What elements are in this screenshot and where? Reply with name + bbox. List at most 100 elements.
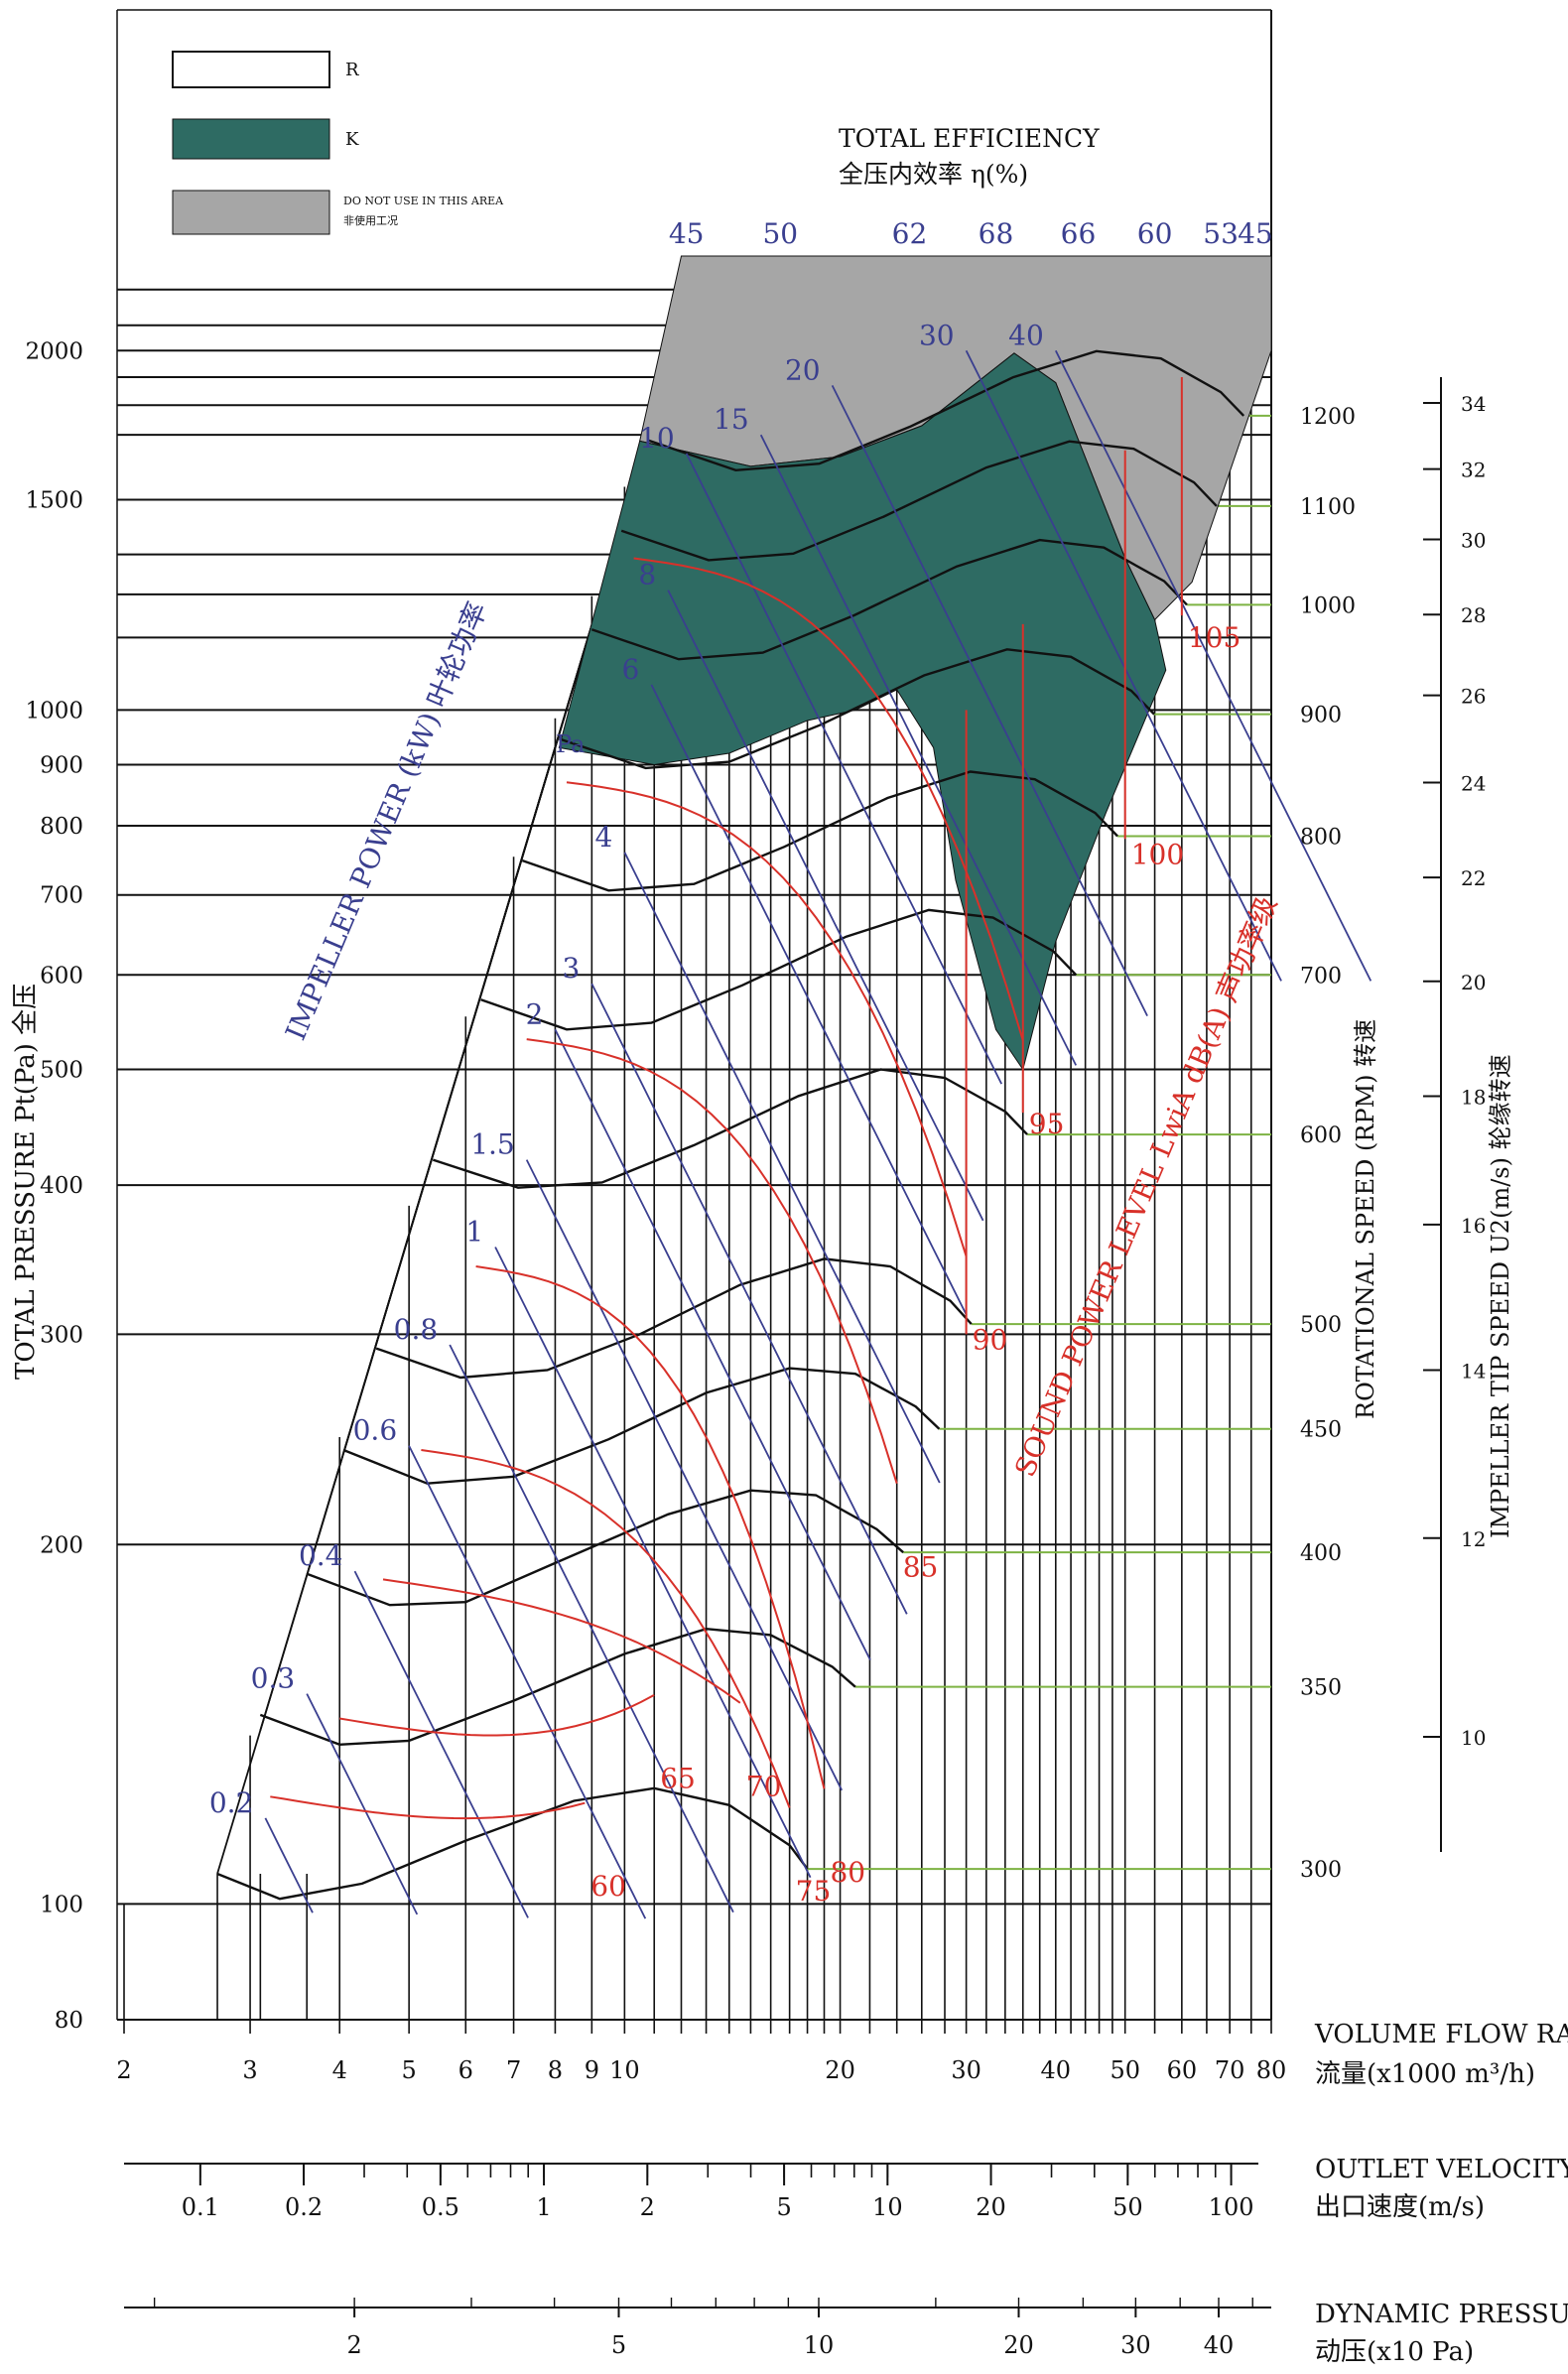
legend-label-no-use-cn: 非使用工况 xyxy=(343,214,398,227)
dynamic-pressure-tick-label: 10 xyxy=(804,2331,835,2359)
flow-tick-label: 30 xyxy=(951,2056,981,2084)
sound-power-value: 60 xyxy=(590,1870,626,1903)
tip-speed-tick-label: 12 xyxy=(1461,1527,1486,1551)
impeller-power-line xyxy=(525,1159,844,1791)
flow-tick-label: 60 xyxy=(1167,2056,1198,2084)
pressure-tick-label: 900 xyxy=(40,752,83,778)
sound-power-label: SOUND POWER LEVEL LwiA dB(A) 声功率级 xyxy=(1008,891,1283,1482)
impeller-power-value: 2 xyxy=(526,997,544,1030)
tip-speed-tick-label: 16 xyxy=(1461,1214,1486,1238)
dynamic-pressure-tick-label: 5 xyxy=(611,2331,626,2359)
sound-power-line xyxy=(382,1578,741,1704)
flow-tick-label: 7 xyxy=(506,2056,521,2084)
impeller-power-line xyxy=(408,1445,647,1919)
pressure-tick-label: 800 xyxy=(40,814,83,840)
impeller-power-value: 1 xyxy=(465,1215,483,1248)
impeller-power-line xyxy=(353,1570,529,1918)
k-operating-area xyxy=(558,352,1167,1071)
flow-tick-label: 50 xyxy=(1110,2056,1140,2084)
impeller-power-line xyxy=(449,1344,734,1913)
rpm-value-label: 600 xyxy=(1300,1123,1342,1148)
rpm-value-label: 450 xyxy=(1300,1418,1342,1443)
impeller-power-line xyxy=(306,1693,419,1915)
dynamic-pressure-label-en: DYNAMIC PRESSURE xyxy=(1315,2300,1568,2329)
impeller-power-value: 15 xyxy=(714,403,749,436)
impeller-power-line xyxy=(831,384,1148,1017)
flow-tick-label: 80 xyxy=(1256,2056,1287,2084)
sound-power-line xyxy=(633,557,1024,1041)
rpm-value-label: 800 xyxy=(1300,826,1342,851)
velocity-axis-label-en: OUTLET VELOCITY xyxy=(1315,2155,1568,2184)
velocity-tick-label: 0.5 xyxy=(422,2193,459,2221)
impeller-power-value: 6 xyxy=(622,653,640,686)
dynamic-pressure-tick-label: 30 xyxy=(1120,2331,1151,2359)
pressure-curve-600rpm xyxy=(432,1068,1028,1189)
legend-label-no-use-en: DO NOT USE IN THIS AREA xyxy=(343,195,504,207)
impeller-power-value: 3 xyxy=(563,952,581,985)
legend-label-k: K xyxy=(345,129,359,150)
tip-speed-tick-label: 26 xyxy=(1461,685,1486,709)
flow-tick-label: 2 xyxy=(116,2056,131,2084)
tip-speed-tick-label: 32 xyxy=(1461,459,1486,482)
rpm-value-label: 350 xyxy=(1300,1676,1342,1701)
sound-power-line xyxy=(270,1795,586,1820)
sound-power-value: 85 xyxy=(903,1550,939,1583)
pressure-curve-300rpm xyxy=(216,1786,809,1901)
sound-power-value: 65 xyxy=(660,1762,696,1794)
pressure-tick-label: 1000 xyxy=(25,698,83,724)
pressure-tick-label: 400 xyxy=(40,1173,83,1199)
impeller-power-line xyxy=(554,1028,871,1660)
impeller-power-value: 1.5 xyxy=(470,1128,515,1161)
flow-tick-label: 40 xyxy=(1041,2056,1072,2084)
dynamic-pressure-tick-label: 20 xyxy=(1003,2331,1034,2359)
pressure-curve-400rpm xyxy=(306,1489,904,1607)
flow-axis-label-cn: 流量(x1000 m³/h) xyxy=(1315,2059,1535,2089)
legend-swatch-no-use xyxy=(172,190,330,235)
pressure-tick-label: 200 xyxy=(40,1532,83,1558)
impeller-power-line xyxy=(494,1247,812,1879)
tip-speed-tick-label: 30 xyxy=(1461,528,1486,552)
pressure-curve-900rpm xyxy=(558,648,1155,770)
velocity-tick-label: 0.1 xyxy=(182,2193,219,2221)
impeller-power-value: 10 xyxy=(639,422,675,455)
velocity-axis-label-cn: 出口速度(m/s) xyxy=(1315,2192,1485,2222)
sound-power-line xyxy=(421,1449,791,1808)
pressure-curves xyxy=(216,349,1372,1919)
pressure-curve-350rpm xyxy=(259,1627,856,1747)
efficiency-tick-label: 62 xyxy=(892,217,928,250)
tip-speed-tick-label: 22 xyxy=(1461,866,1486,890)
impeller-power-value: 30 xyxy=(919,319,955,351)
tip-speed-tick-label: 18 xyxy=(1461,1085,1486,1109)
impeller-power-line xyxy=(650,684,968,1316)
pressure-curve-800rpm xyxy=(522,770,1118,892)
velocity-tick-label: 100 xyxy=(1209,2193,1254,2221)
impeller-power-label: IMPELLER POWER (kW) 叶轮功率 xyxy=(279,597,493,1045)
flow-tick-label: 5 xyxy=(402,2056,417,2084)
rpm-value-label: 400 xyxy=(1300,1541,1342,1566)
rpm-value-label: 500 xyxy=(1300,1313,1342,1338)
pressure-tick-label: 80 xyxy=(55,2008,83,2034)
pressure-curve-1200rpm xyxy=(648,349,1245,472)
impeller-power-line xyxy=(623,852,941,1484)
rpm-value-label: 1100 xyxy=(1300,495,1356,520)
impeller-power-line xyxy=(264,1817,314,1913)
velocity-tick-label: 20 xyxy=(976,2193,1006,2221)
legend-swatch-k xyxy=(172,118,330,160)
pressure-tick-label: 300 xyxy=(40,1322,83,1348)
sound-power-value: 75 xyxy=(796,1875,832,1908)
sound-power-value: 105 xyxy=(1188,621,1241,654)
velocity-tick-label: 1 xyxy=(536,2193,551,2221)
rpm-value-label: 1200 xyxy=(1300,405,1356,430)
velocity-tick-label: 50 xyxy=(1112,2193,1143,2221)
efficiency-tick-label: 53 xyxy=(1203,217,1239,250)
velocity-tick-label: 0.2 xyxy=(285,2193,323,2221)
pressure-curve-1000rpm xyxy=(590,538,1188,661)
efficiency-tick-label: 68 xyxy=(979,217,1014,250)
tip-speed-tick-label: 20 xyxy=(1461,971,1486,994)
tip-speed-tick-label: 10 xyxy=(1461,1726,1486,1750)
impeller-power-line xyxy=(965,349,1282,982)
pressure-tick-label: 600 xyxy=(40,963,83,989)
sound-power-value: 80 xyxy=(830,1856,865,1889)
flow-tick-label: 10 xyxy=(609,2056,640,2084)
